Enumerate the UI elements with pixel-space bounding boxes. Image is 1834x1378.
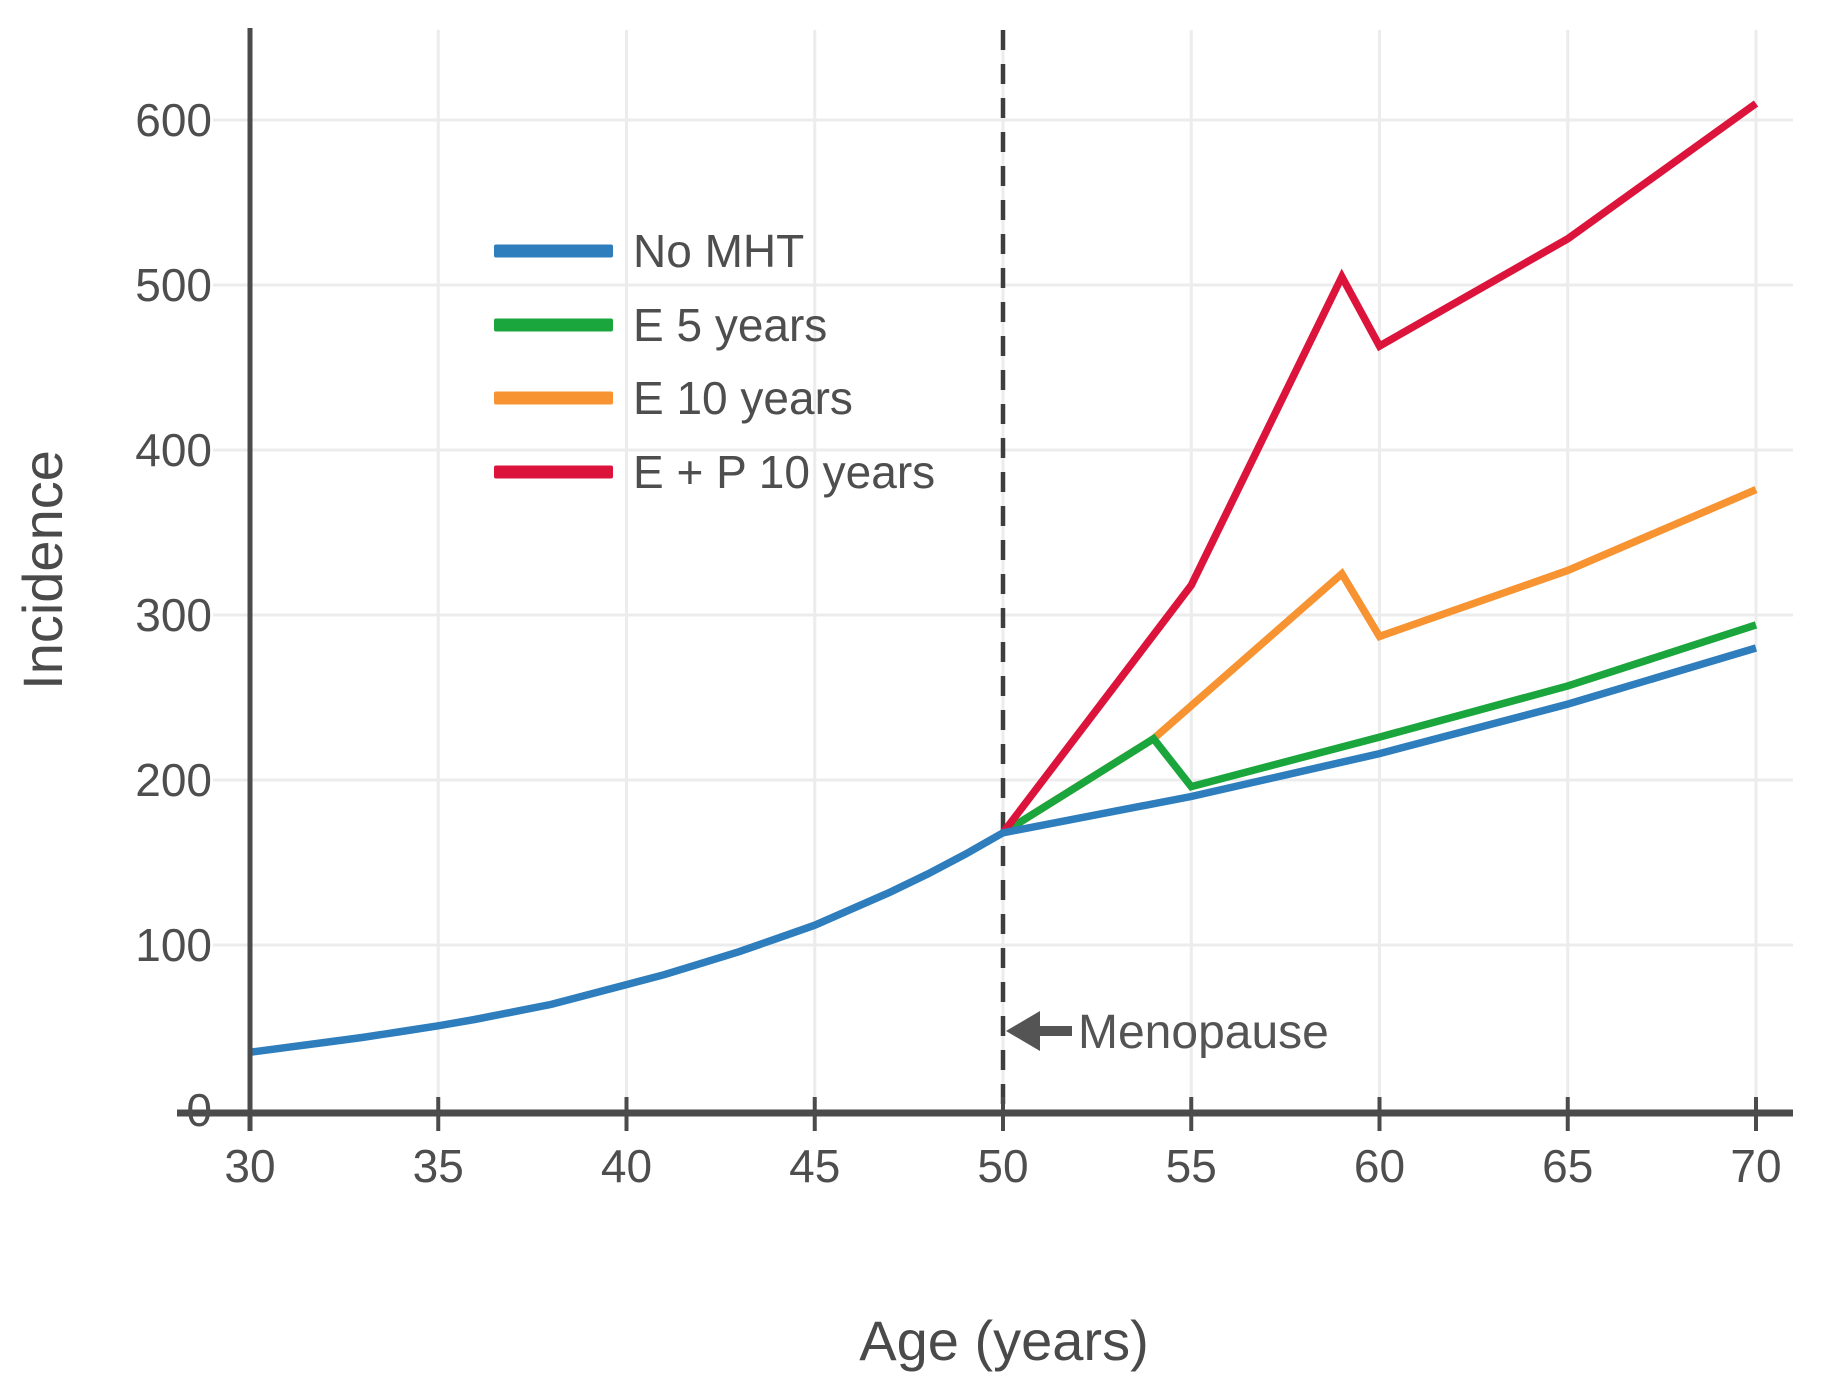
- x-tick-label-30: 30: [224, 1140, 275, 1192]
- legend-swatch-no-mht: [494, 244, 613, 258]
- series-e-p-10-years: [1000, 100, 1759, 836]
- legend-label-e-p-10-years: E + P 10 years: [633, 446, 935, 498]
- legend-label-no-mht: No MHT: [633, 225, 804, 277]
- menopause-annotation: Menopause: [1006, 1006, 1329, 1059]
- legend-label-e-10-years: E 10 years: [633, 372, 853, 424]
- series-layer: [249, 100, 1759, 1056]
- series-e-5-years: [1001, 621, 1758, 836]
- x-tick-label-60: 60: [1354, 1140, 1405, 1192]
- y-tick-label-200: 200: [135, 754, 212, 806]
- legend-item-e-p-10-years: E + P 10 years: [494, 446, 935, 498]
- x-tick-label-65: 65: [1542, 1140, 1593, 1192]
- legend-swatch-e-5-years: [494, 318, 613, 332]
- menopause-arrow-head: [1006, 1011, 1040, 1051]
- x-tick-label-35: 35: [413, 1140, 464, 1192]
- legend-swatch-e-p-10-years: [494, 465, 613, 479]
- y-tick-label-600: 600: [135, 94, 212, 146]
- y-tick-label-0: 0: [186, 1084, 212, 1136]
- x-tick-label-40: 40: [601, 1140, 652, 1192]
- x-tick-label-55: 55: [1166, 1140, 1217, 1192]
- menopause-label: Menopause: [1078, 1006, 1329, 1059]
- y-tick-label-100: 100: [135, 919, 212, 971]
- x-tick-label-70: 70: [1730, 1140, 1781, 1192]
- legend-swatch-e-10-years: [494, 391, 613, 405]
- legend-item-e-10-years: E 10 years: [494, 372, 853, 424]
- legend: No MHT E 5 years E 10 years E + P 10 years: [494, 225, 935, 498]
- x-tick-label-45: 45: [789, 1140, 840, 1192]
- y-axis-title: Incidence: [11, 450, 74, 690]
- x-tick-label-50: 50: [977, 1140, 1028, 1192]
- tick-layer: 30 35 40 45 50 55 60 65 70 0 100 200 300 400 500 600: [135, 94, 1781, 1192]
- series-no-mht: [249, 644, 1758, 1056]
- x-axis-title: Age (years): [859, 1309, 1148, 1372]
- y-tick-label-300: 300: [135, 589, 212, 641]
- y-tick-label-500: 500: [135, 259, 212, 311]
- legend-item-e-5-years: E 5 years: [494, 299, 827, 351]
- legend-label-e-5-years: E 5 years: [633, 299, 827, 351]
- legend-item-no-mht: No MHT: [494, 225, 804, 277]
- y-tick-label-400: 400: [135, 424, 212, 476]
